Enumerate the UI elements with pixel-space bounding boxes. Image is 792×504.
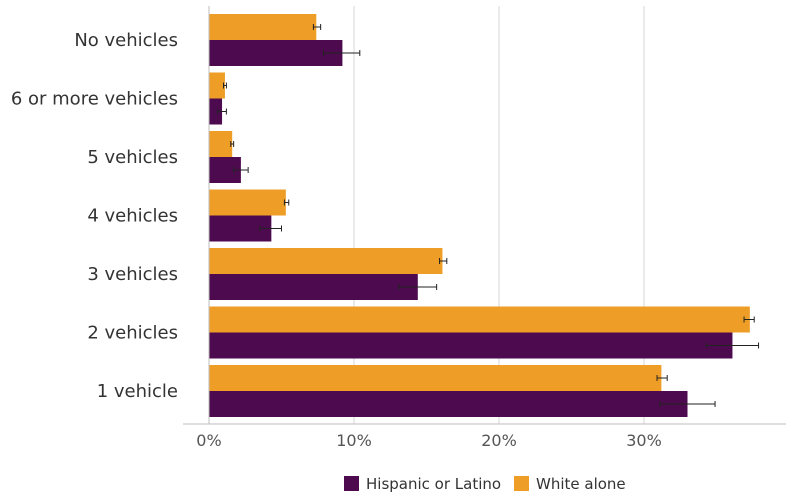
category-label: No vehicles (74, 30, 178, 51)
legend-item: Hispanic or Latino (344, 475, 501, 493)
bar (209, 365, 662, 391)
bar (209, 332, 733, 359)
bar (209, 40, 343, 66)
category-label: 5 vehicles (87, 147, 178, 168)
bar (209, 98, 223, 125)
error-bars (217, 24, 760, 407)
legend-label: White alone (536, 475, 626, 493)
x-tick-label: 30% (626, 431, 662, 450)
legend-item: White alone (514, 475, 626, 493)
legend-swatch (514, 476, 529, 491)
x-tick-label: 0% (196, 431, 221, 450)
bars (209, 14, 750, 417)
bar (209, 248, 443, 274)
category-label: 3 vehicles (87, 264, 178, 285)
category-label: 2 vehicles (87, 323, 178, 344)
legend-label: Hispanic or Latino (366, 475, 501, 493)
bar (209, 14, 317, 40)
x-tick-label: 20% (481, 431, 517, 450)
category-label: 6 or more vehicles (11, 89, 178, 110)
bar (209, 391, 688, 417)
x-tick-label: 10% (336, 431, 372, 450)
bar (209, 306, 750, 333)
category-label: 1 vehicle (97, 381, 178, 402)
bar (209, 131, 233, 157)
legend-swatch (344, 476, 359, 491)
category-label: 4 vehicles (87, 206, 178, 227)
bar (209, 72, 225, 99)
bar (209, 274, 418, 300)
bar (209, 189, 286, 216)
gridlines (353, 6, 645, 424)
